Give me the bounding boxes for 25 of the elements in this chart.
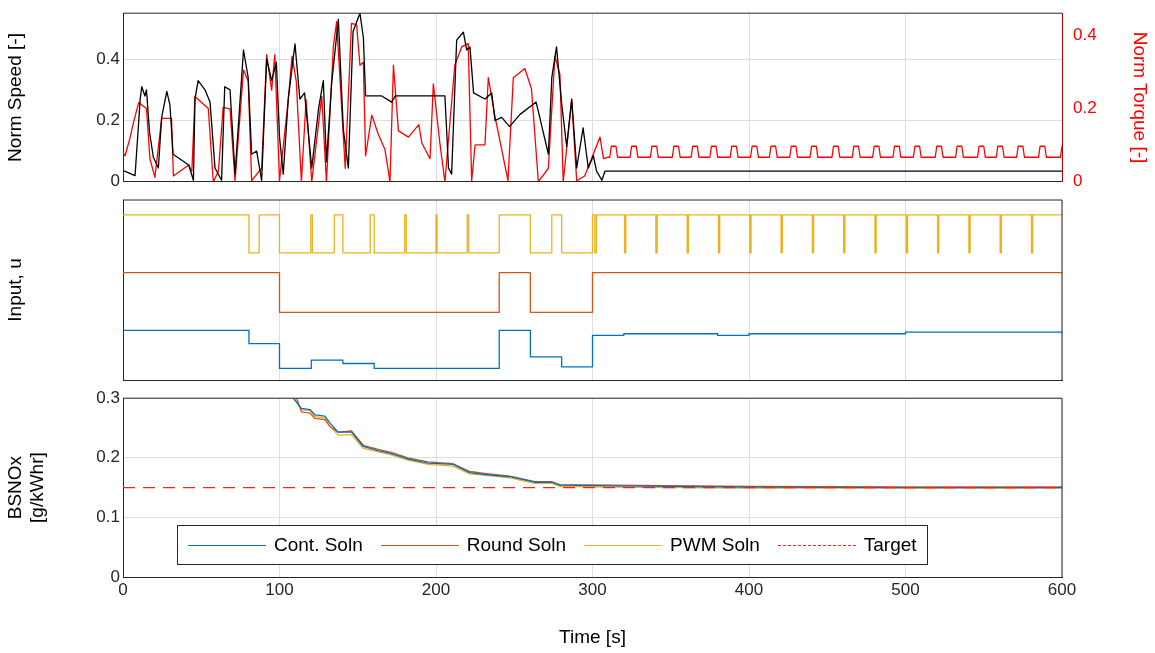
y2-tick-label: 0.2 [1073,98,1097,118]
x-tick-label: 500 [891,579,920,599]
y2-tick-label: 0 [1073,171,1083,191]
y-tick-label: 0.2 [96,110,120,130]
y-tick-label: 0.4 [96,48,120,68]
legend-label: Round Soln [466,534,567,556]
y-axis-title: Norm Speed [-] [3,33,25,162]
y-tick-label: 0 [110,566,120,586]
x-tick-label: 400 [734,579,764,599]
y-tick-label: 0 [110,171,120,191]
y-tick-label: 0.1 [96,507,120,527]
legend-label: Target [863,534,917,556]
y2-axis-title: Norm Torque [-] [1130,31,1152,164]
x-tick-label: 600 [1047,579,1077,599]
y-axis-title: BSNOx [g/kWhr] [3,452,48,523]
y-tick-label: 0.3 [96,387,120,407]
x-tick-label: 100 [265,579,294,599]
legend-label: Cont. Soln [274,534,363,556]
y-tick-label: 0.2 [96,447,120,467]
y2-tick-label: 0.4 [1073,24,1097,44]
y-axis-title: Input, u [3,258,25,322]
x-axis-title: Time [s] [559,625,626,647]
x-tick-label: 200 [421,579,451,599]
x-tick-label: 300 [578,579,607,599]
legend-label: PWM Soln [670,534,760,556]
